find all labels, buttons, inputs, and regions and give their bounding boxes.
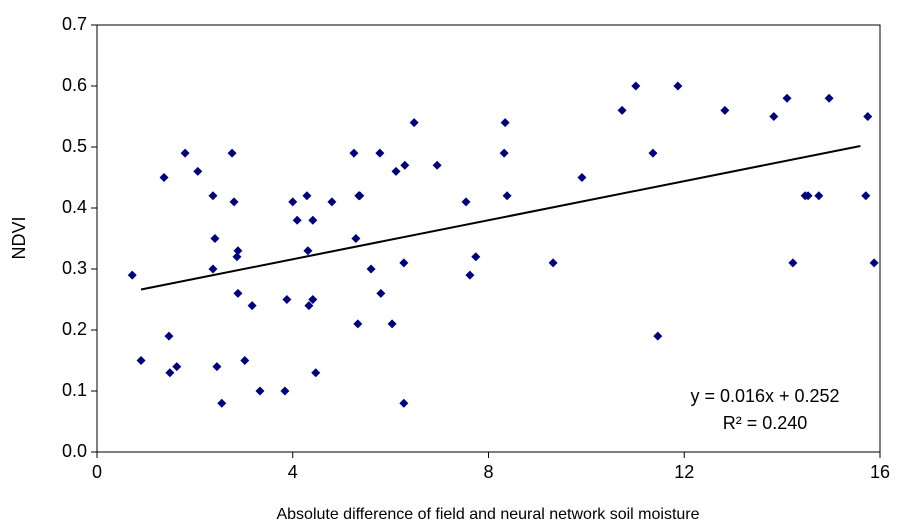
point — [217, 398, 227, 408]
point — [233, 288, 243, 298]
point — [617, 105, 627, 115]
point — [769, 112, 779, 121]
trendline — [140, 145, 861, 291]
point — [288, 197, 298, 207]
point — [193, 166, 203, 176]
point — [720, 105, 730, 115]
equation: y = 0.016x + 0.252 — [690, 386, 839, 406]
y-tick-label: 0.2 — [62, 319, 87, 339]
point — [172, 362, 182, 372]
point — [869, 258, 879, 268]
point — [399, 398, 409, 408]
y-tick-label: 0.3 — [62, 258, 87, 278]
point — [302, 191, 312, 201]
point — [327, 197, 337, 207]
point — [351, 234, 361, 243]
r-squared: R² = 0.240 — [723, 413, 808, 433]
point — [814, 191, 824, 201]
point — [247, 301, 257, 311]
point — [548, 258, 558, 268]
point — [803, 191, 813, 201]
point — [136, 356, 146, 365]
point — [782, 93, 792, 103]
point — [465, 270, 475, 280]
point — [500, 118, 510, 128]
point — [282, 295, 292, 304]
point — [375, 148, 385, 158]
point — [409, 118, 419, 128]
point — [308, 215, 318, 225]
point — [180, 148, 190, 158]
point — [502, 191, 512, 201]
point — [400, 160, 410, 170]
point — [824, 93, 834, 103]
point — [308, 295, 318, 304]
point — [233, 246, 243, 256]
y-tick-label: 0.0 — [62, 441, 87, 461]
point — [212, 362, 222, 372]
point — [788, 258, 798, 268]
point — [577, 173, 587, 182]
point — [232, 252, 242, 262]
point — [240, 356, 250, 365]
point — [280, 386, 290, 396]
y-tick-label: 0.6 — [62, 75, 87, 95]
x-tick-label: 16 — [870, 462, 890, 482]
y-axis-label: NDVI — [9, 216, 29, 259]
point — [366, 264, 376, 274]
y-tick-label: 0.1 — [62, 380, 87, 400]
point — [127, 270, 137, 280]
y-tick-label: 0.7 — [62, 14, 87, 34]
point — [653, 331, 663, 341]
point — [863, 112, 873, 121]
point — [355, 191, 365, 201]
y-tick-label: 0.5 — [62, 136, 87, 156]
point — [391, 166, 401, 176]
point — [471, 252, 481, 262]
point — [164, 331, 174, 341]
point — [210, 234, 220, 243]
point — [648, 148, 658, 158]
x-tick-label: 12 — [674, 462, 694, 482]
x-tick-label: 8 — [483, 462, 493, 482]
x-tick-label: 4 — [288, 462, 298, 482]
point — [304, 301, 314, 311]
point — [631, 81, 641, 91]
point — [432, 160, 442, 170]
y-tick-label: 0.4 — [62, 197, 87, 217]
point — [229, 197, 239, 207]
point — [499, 148, 509, 158]
x-axis-label: Absolute difference of field and neural … — [276, 506, 699, 523]
point — [208, 191, 218, 201]
point — [376, 288, 386, 298]
point — [159, 173, 169, 182]
point — [292, 215, 302, 225]
point — [227, 148, 237, 158]
point — [673, 81, 683, 91]
point — [255, 386, 265, 396]
point — [311, 368, 321, 378]
point — [461, 197, 471, 207]
point — [353, 319, 363, 329]
point — [399, 258, 409, 268]
point — [349, 148, 359, 158]
point — [165, 368, 175, 378]
x-tick-label: 0 — [92, 462, 102, 482]
point — [387, 319, 397, 329]
point — [208, 264, 218, 274]
point — [861, 191, 871, 201]
point — [303, 246, 313, 256]
